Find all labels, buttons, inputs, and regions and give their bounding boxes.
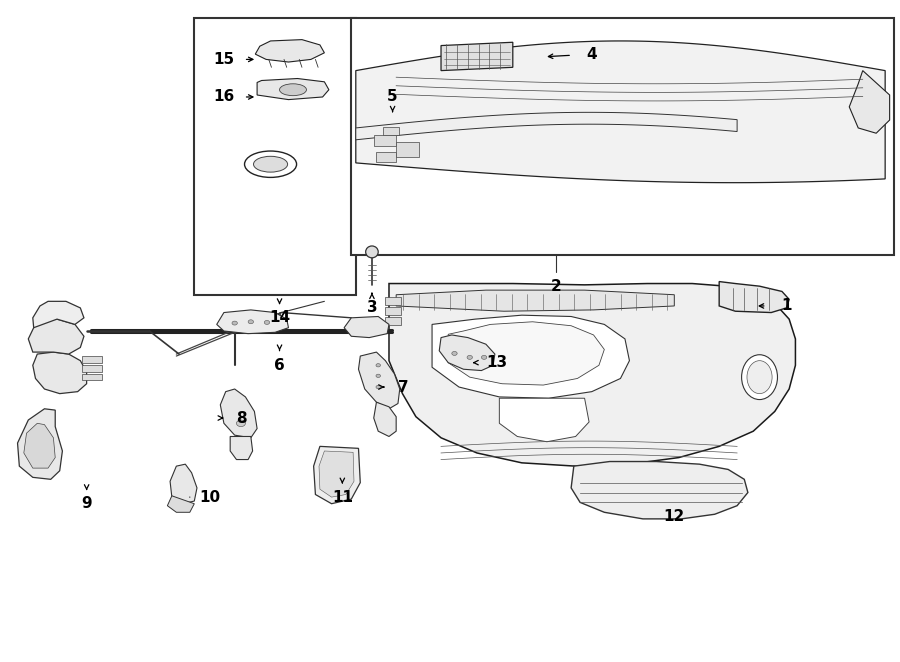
- Text: 9: 9: [81, 496, 92, 511]
- Text: 15: 15: [213, 52, 235, 67]
- Text: 10: 10: [199, 490, 220, 504]
- Polygon shape: [28, 319, 84, 354]
- Polygon shape: [170, 464, 197, 504]
- Text: 6: 6: [274, 357, 285, 373]
- Polygon shape: [396, 290, 674, 311]
- Bar: [374, 134, 396, 146]
- Text: 8: 8: [237, 410, 248, 426]
- Polygon shape: [448, 322, 604, 385]
- Ellipse shape: [280, 84, 306, 95]
- Polygon shape: [356, 41, 886, 183]
- Polygon shape: [230, 436, 253, 459]
- Ellipse shape: [452, 352, 457, 355]
- Polygon shape: [17, 409, 62, 479]
- Ellipse shape: [376, 374, 381, 377]
- Polygon shape: [319, 451, 354, 497]
- Bar: [351, 18, 894, 255]
- Ellipse shape: [482, 355, 487, 359]
- Bar: [82, 374, 102, 381]
- Polygon shape: [32, 352, 86, 394]
- Text: 2: 2: [551, 279, 562, 294]
- Polygon shape: [23, 423, 55, 468]
- Bar: [384, 297, 400, 305]
- Text: 1: 1: [781, 299, 792, 313]
- Text: 7: 7: [398, 379, 409, 395]
- Ellipse shape: [365, 246, 378, 258]
- Polygon shape: [432, 315, 629, 399]
- Text: 4: 4: [587, 46, 597, 62]
- Polygon shape: [374, 402, 396, 436]
- Text: 14: 14: [269, 310, 290, 325]
- Bar: [384, 307, 400, 315]
- Polygon shape: [217, 310, 289, 334]
- Polygon shape: [344, 316, 389, 338]
- Polygon shape: [850, 71, 889, 133]
- Ellipse shape: [467, 355, 472, 359]
- Bar: [396, 142, 418, 157]
- Text: 16: 16: [213, 89, 235, 105]
- Ellipse shape: [376, 363, 381, 367]
- Ellipse shape: [376, 385, 381, 389]
- Polygon shape: [257, 79, 328, 99]
- Ellipse shape: [254, 156, 288, 172]
- Ellipse shape: [265, 320, 270, 324]
- Polygon shape: [572, 461, 748, 519]
- Text: 3: 3: [366, 301, 377, 315]
- Bar: [82, 365, 102, 372]
- Polygon shape: [500, 399, 590, 442]
- Polygon shape: [32, 301, 84, 328]
- Polygon shape: [356, 113, 737, 140]
- Bar: [382, 126, 399, 134]
- Text: 12: 12: [663, 509, 685, 524]
- Bar: [384, 317, 400, 325]
- Text: 5: 5: [387, 89, 398, 105]
- Text: 11: 11: [332, 490, 353, 504]
- Ellipse shape: [232, 321, 238, 325]
- Text: 13: 13: [486, 355, 508, 370]
- Polygon shape: [256, 40, 324, 62]
- Polygon shape: [389, 283, 796, 466]
- Polygon shape: [167, 496, 194, 512]
- Polygon shape: [719, 281, 789, 312]
- Ellipse shape: [248, 320, 254, 324]
- Ellipse shape: [742, 355, 778, 400]
- Ellipse shape: [245, 151, 297, 177]
- Bar: [194, 18, 356, 295]
- Bar: [376, 152, 396, 162]
- Polygon shape: [441, 42, 513, 71]
- Polygon shape: [439, 335, 495, 371]
- Polygon shape: [220, 389, 257, 438]
- Bar: [82, 356, 102, 363]
- Polygon shape: [358, 352, 400, 409]
- Ellipse shape: [747, 361, 772, 394]
- Polygon shape: [313, 446, 360, 504]
- Ellipse shape: [237, 420, 246, 426]
